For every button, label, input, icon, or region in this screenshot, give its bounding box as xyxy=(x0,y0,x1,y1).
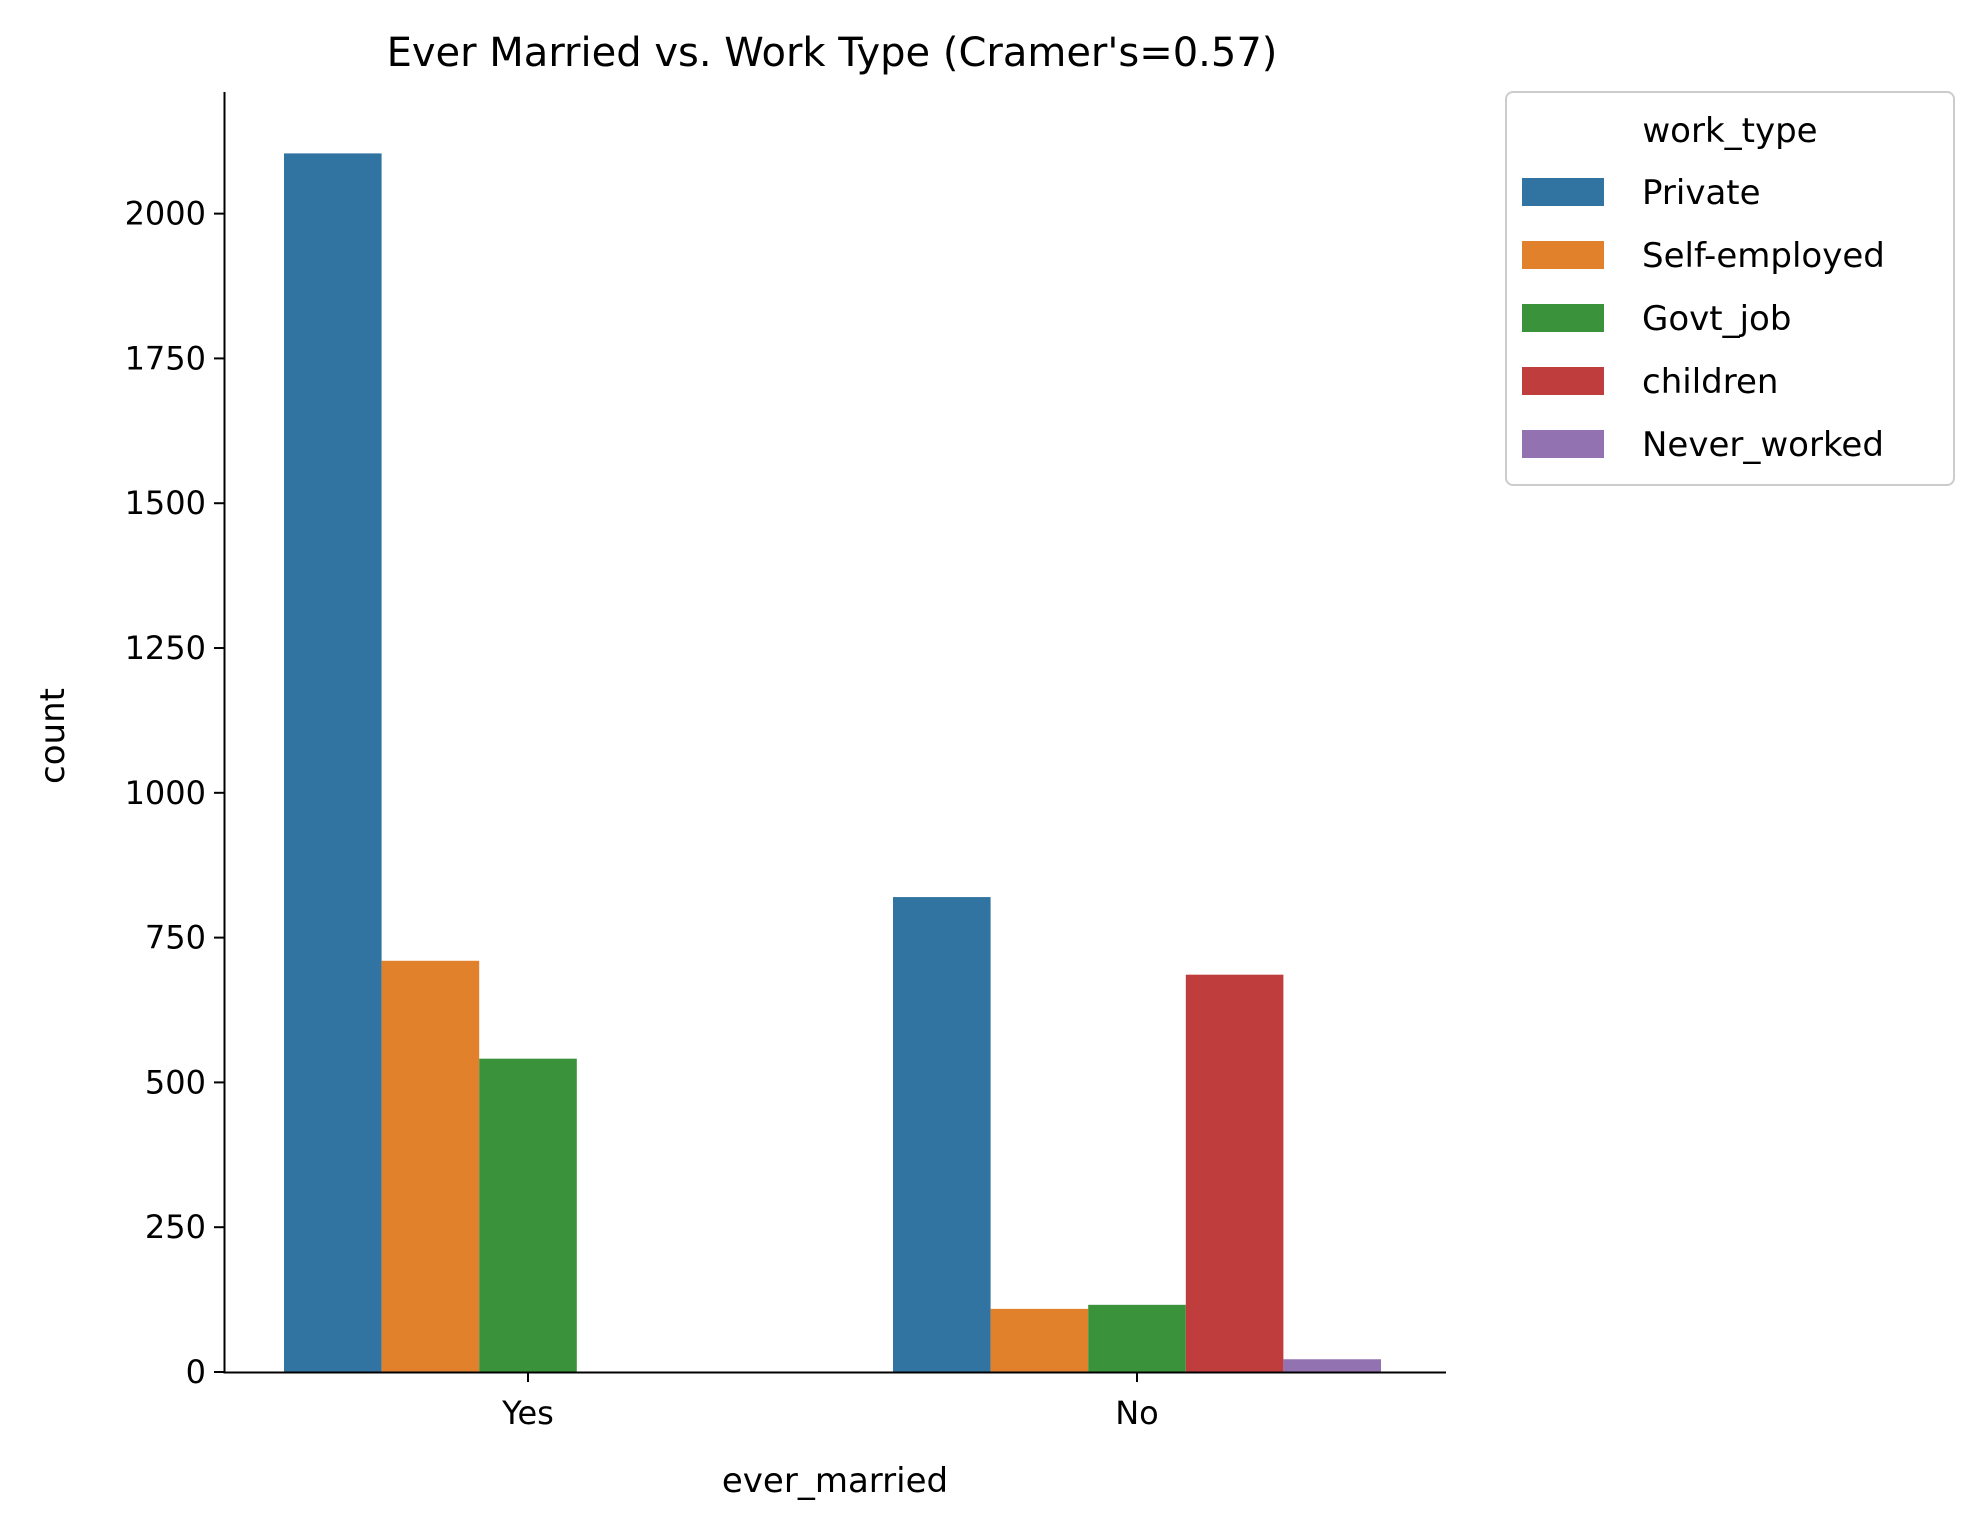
legend-item: Never_worked xyxy=(1522,425,1884,465)
y-tick-label: 500 xyxy=(145,1063,206,1101)
legend-label: Self-employed xyxy=(1642,236,1885,276)
y-axis-label: count xyxy=(33,688,73,784)
x-axis-label: ever_married xyxy=(722,1461,948,1501)
y-tick-label: 0 xyxy=(186,1353,206,1391)
y-tick-label: 250 xyxy=(145,1208,206,1246)
bars-layer xyxy=(284,153,1381,1372)
x-tick-label: No xyxy=(1115,1394,1159,1432)
y-tick-label: 1500 xyxy=(125,484,206,522)
legend-item: Govt_job xyxy=(1522,299,1791,339)
legend-swatch xyxy=(1522,430,1604,458)
legend-swatch xyxy=(1522,241,1604,269)
legend-swatch xyxy=(1522,178,1604,206)
chart-title: Ever Married vs. Work Type (Cramer's=0.5… xyxy=(387,30,1278,76)
legend-swatch xyxy=(1522,367,1604,395)
bar-no-private xyxy=(893,897,991,1372)
legend: work_type Private Self-employed Govt_jobch… xyxy=(1505,91,1955,486)
y-tick-label: 2000 xyxy=(125,195,206,233)
bar-no-govt-job xyxy=(1088,1304,1186,1372)
legend-item: children xyxy=(1522,362,1778,402)
bar-yes-private xyxy=(284,153,382,1372)
x-axis-ticks: Yes No xyxy=(501,1372,1159,1432)
legend-label: Govt_job xyxy=(1642,299,1791,339)
legend-item: Self-employed xyxy=(1522,236,1885,276)
legend-label: Private xyxy=(1642,173,1761,213)
legend-item: Private xyxy=(1522,173,1761,213)
legend-frame xyxy=(1505,91,1955,486)
y-axis-ticks: 0 250 500 750 1000 1250 1500 1750 2000 xyxy=(125,195,224,1391)
y-tick-label: 1750 xyxy=(125,339,206,377)
bar-no-children xyxy=(1185,974,1284,1372)
legend-items: Private Self-employed Govt_job children Neve… xyxy=(1522,173,1885,465)
bar-yes-govt-job xyxy=(479,1058,577,1372)
legend-swatch xyxy=(1522,304,1604,332)
y-tick-label: 1000 xyxy=(125,774,206,812)
y-tick-label: 1250 xyxy=(125,629,206,667)
x-tick-label: Yes xyxy=(501,1394,554,1432)
bar-yes-self-employed xyxy=(381,960,480,1372)
legend-label: Never_worked xyxy=(1642,425,1884,465)
y-tick-label: 750 xyxy=(145,919,206,957)
legend-label: children xyxy=(1642,362,1778,402)
legend-title: work_type xyxy=(1642,111,1817,151)
bar-no-self-employed xyxy=(990,1308,1089,1372)
bar-no-never-worked xyxy=(1283,1359,1381,1372)
